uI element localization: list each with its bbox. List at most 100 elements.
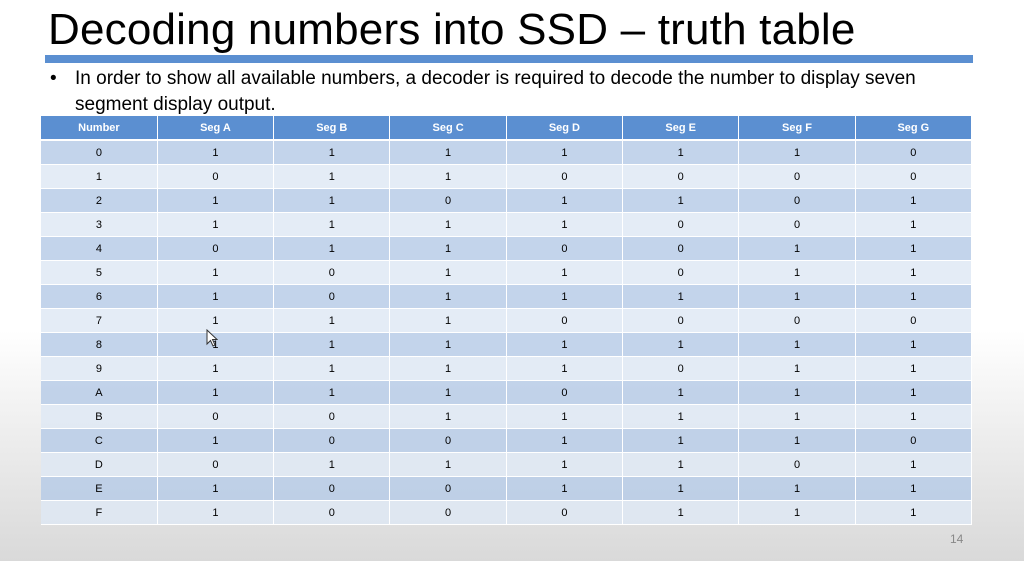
segment-cell: 1: [622, 284, 740, 309]
segment-cell: 1: [157, 284, 275, 309]
segment-cell: 0: [506, 380, 624, 405]
segment-cell: 0: [157, 164, 275, 189]
segment-cell: 1: [389, 356, 507, 381]
segment-cell: 1: [622, 332, 740, 357]
column-header: Seg A: [157, 116, 275, 141]
column-header: Seg G: [855, 116, 973, 141]
segment-cell: 1: [157, 188, 275, 213]
number-cell: C: [41, 428, 158, 453]
segment-cell: 0: [855, 308, 973, 333]
segment-cell: 1: [389, 404, 507, 429]
number-cell: A: [41, 380, 158, 405]
number-cell: F: [41, 500, 158, 525]
truth-table: Number Seg A Seg B Seg C Seg D Seg E Seg F Seg …: [41, 116, 973, 525]
segment-cell: 1: [389, 260, 507, 285]
segment-cell: 1: [157, 500, 275, 525]
segment-cell: 1: [738, 428, 856, 453]
number-cell: 6: [41, 284, 158, 309]
segment-cell: 1: [157, 308, 275, 333]
segment-cell: 0: [157, 236, 275, 261]
number-cell: 9: [41, 356, 158, 381]
segment-cell: 0: [389, 476, 507, 501]
segment-cell: 1: [622, 380, 740, 405]
number-cell: 3: [41, 212, 158, 237]
title-underline: [45, 55, 973, 63]
segment-cell: 1: [506, 260, 624, 285]
segment-cell: 1: [157, 212, 275, 237]
segment-cell: 1: [389, 332, 507, 357]
segment-cell: 1: [389, 212, 507, 237]
segment-cell: 1: [622, 404, 740, 429]
segment-cell: 1: [855, 284, 973, 309]
number-cell: 0: [41, 140, 158, 165]
segment-cell: 1: [273, 308, 391, 333]
segment-cell: 0: [273, 284, 391, 309]
segment-cell: 1: [157, 356, 275, 381]
segment-cell: 1: [622, 452, 740, 477]
bullet-list: • In order to show all available numbers…: [50, 66, 955, 118]
segment-cell: 1: [738, 284, 856, 309]
segment-cell: 0: [738, 452, 856, 477]
bullet-text: In order to show all available numbers, …: [75, 68, 916, 115]
segment-cell: 0: [622, 212, 740, 237]
segment-cell: 1: [157, 428, 275, 453]
segment-cell: 0: [157, 452, 275, 477]
segment-cell: 1: [389, 140, 507, 165]
segment-cell: 1: [738, 140, 856, 165]
segment-cell: 1: [273, 356, 391, 381]
segment-cell: 1: [273, 212, 391, 237]
segment-cell: 1: [855, 260, 973, 285]
segment-cell: 1: [157, 476, 275, 501]
segment-cell: 1: [389, 284, 507, 309]
column-header: Seg D: [506, 116, 624, 141]
segment-cell: 1: [273, 236, 391, 261]
segment-cell: 0: [506, 236, 624, 261]
segment-cell: 1: [622, 140, 740, 165]
segment-cell: 1: [389, 164, 507, 189]
segment-cell: 0: [157, 404, 275, 429]
number-cell: 8: [41, 332, 158, 357]
segment-cell: 1: [157, 380, 275, 405]
number-cell: 1: [41, 164, 158, 189]
column-header: Seg C: [389, 116, 507, 141]
segment-cell: 0: [273, 500, 391, 525]
segment-cell: 0: [389, 188, 507, 213]
segment-cell: 1: [273, 164, 391, 189]
segment-cell: 1: [506, 476, 624, 501]
segment-cell: 0: [273, 428, 391, 453]
number-cell: B: [41, 404, 158, 429]
segment-cell: 1: [855, 188, 973, 213]
segment-cell: 1: [157, 260, 275, 285]
segment-cell: 1: [738, 236, 856, 261]
segment-cell: 1: [506, 140, 624, 165]
segment-cell: 1: [855, 236, 973, 261]
segment-cell: 0: [506, 308, 624, 333]
segment-cell: 1: [855, 356, 973, 381]
segment-cell: 0: [738, 212, 856, 237]
segment-cell: 1: [506, 188, 624, 213]
segment-cell: 0: [738, 308, 856, 333]
number-cell: 7: [41, 308, 158, 333]
segment-cell: 0: [855, 164, 973, 189]
segment-cell: 1: [855, 404, 973, 429]
number-cell: 2: [41, 188, 158, 213]
segment-cell: 1: [506, 332, 624, 357]
segment-cell: 1: [273, 332, 391, 357]
segment-cell: 0: [506, 500, 624, 525]
column-header: Seg B: [273, 116, 391, 141]
number-cell: 5: [41, 260, 158, 285]
column-header: Seg E: [622, 116, 740, 141]
segment-cell: 0: [389, 428, 507, 453]
